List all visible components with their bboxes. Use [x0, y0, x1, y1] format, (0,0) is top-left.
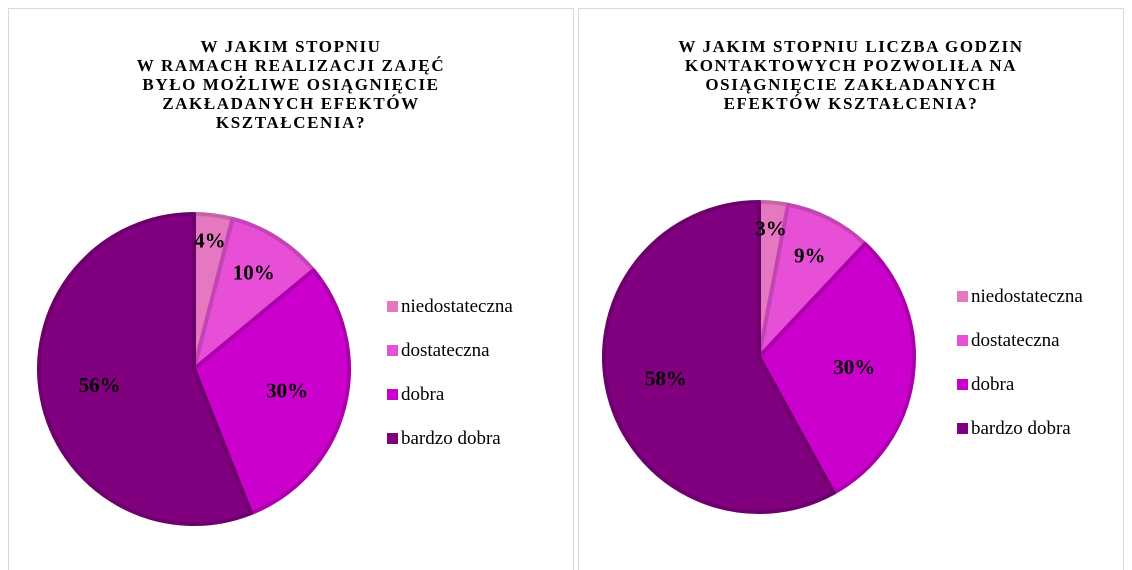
- legend-swatch: [387, 301, 398, 312]
- legend-item-niedostateczna: niedostateczna: [387, 295, 513, 318]
- legend-item-bardzo-dobra: bardzo dobra: [957, 417, 1083, 440]
- legend-label: dostateczna: [401, 339, 490, 361]
- data-label-dobra: 30%: [266, 379, 308, 403]
- legend: niedostateczna dostateczna dobra bardzo …: [957, 285, 1083, 461]
- legend-swatch: [387, 433, 398, 444]
- data-label-niedostateczna: 4%: [194, 229, 226, 253]
- data-label-dobra: 30%: [833, 355, 875, 379]
- legend-swatch: [957, 423, 968, 434]
- legend-item-dobra: dobra: [387, 383, 513, 406]
- data-label-dostateczna: 10%: [233, 261, 275, 285]
- legend-item-dostateczna: dostateczna: [957, 329, 1083, 352]
- pie-slice-dobra: [192, 268, 351, 516]
- pie-slice-bardzo-dobra: [602, 200, 836, 514]
- legend-label: dobra: [401, 383, 445, 405]
- pie-chart: 3% 9% 30% 58%: [602, 200, 916, 514]
- legend-label: bardzo dobra: [971, 417, 1071, 439]
- data-label-dostateczna: 9%: [794, 243, 826, 267]
- pie-slice-bardzo-dobra: [37, 212, 254, 526]
- legend-swatch: [957, 291, 968, 302]
- pie-slice-dostateczna: [192, 216, 316, 371]
- legend-item-dobra: dobra: [957, 373, 1083, 396]
- data-label-niedostateczna: 3%: [755, 216, 787, 240]
- legend-swatch: [387, 389, 398, 400]
- data-label-bardzo-dobra: 56%: [79, 373, 121, 397]
- legend-label: dostateczna: [971, 329, 1060, 351]
- legend-item-niedostateczna: niedostateczna: [957, 285, 1083, 308]
- chart-title: W JAKIM STOPNIU W RAMACH REALIZACJI ZAJĘ…: [136, 37, 446, 132]
- legend-swatch: [957, 379, 968, 390]
- legend-label: bardzo dobra: [401, 427, 501, 449]
- pie-slice-dobra: [757, 242, 916, 495]
- legend-label: niedostateczna: [401, 295, 513, 317]
- chart-title: W JAKIM STOPNIU LICZBA GODZIN KONTAKTOWY…: [678, 37, 1024, 113]
- legend-label: dobra: [971, 373, 1015, 395]
- data-label-bardzo-dobra: 58%: [645, 367, 687, 391]
- legend: niedostateczna dostateczna dobra bardzo …: [387, 295, 513, 471]
- legend-swatch: [387, 345, 398, 356]
- chart-panel-right: W JAKIM STOPNIU LICZBA GODZIN KONTAKTOWY…: [578, 8, 1124, 570]
- pie-chart: 4% 10% 30% 56%: [37, 212, 351, 526]
- legend-item-bardzo-dobra: bardzo dobra: [387, 427, 513, 450]
- chart-panel-left: W JAKIM STOPNIU W RAMACH REALIZACJI ZAJĘ…: [8, 8, 574, 570]
- legend-label: niedostateczna: [971, 285, 1083, 307]
- legend-swatch: [957, 335, 968, 346]
- legend-item-dostateczna: dostateczna: [387, 339, 513, 362]
